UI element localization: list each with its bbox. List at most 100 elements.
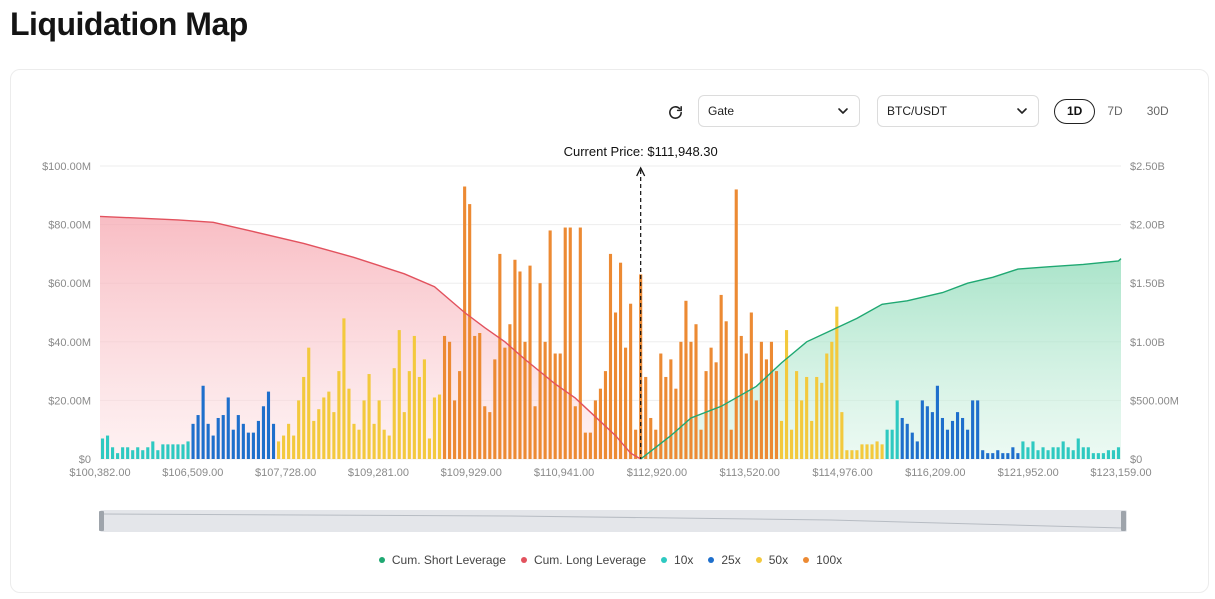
chart-bar [1026,447,1030,459]
chart-bar [307,347,311,459]
x-tick-label: $123,159.00 [1090,467,1151,479]
chart-bar [870,444,874,459]
chart-bar [427,438,431,459]
chart-bar [684,300,688,459]
x-tick-label: $106,509.00 [162,467,223,479]
chart-bar [186,441,190,459]
chart-bar [961,417,965,459]
refresh-icon [668,105,682,119]
chart-bar [166,444,170,459]
chart-bar [377,400,381,459]
chart-bar [593,400,597,459]
y-right-tick-label: $500.00M [1130,395,1179,407]
chart-bar [850,450,854,459]
chart-bar [453,400,457,459]
chart-bar [644,376,648,459]
chart-bar [996,450,1000,459]
range-slider-left-handle[interactable] [99,511,104,531]
chart-bar [463,186,467,459]
exchange-select[interactable]: Gate [698,95,860,127]
chart-bar [513,259,517,459]
legend-dot [708,557,715,563]
chart-bar [769,341,774,459]
cum-short-area [640,258,1121,459]
range-slider-track[interactable] [100,510,1127,532]
chart-bar [950,420,955,459]
chart-bar [865,444,869,459]
cum-long-line [99,215,642,460]
x-tick-label: $109,281.00 [348,467,409,479]
chart-bar [141,450,145,459]
chart-bar [116,453,120,459]
chart-bar [955,412,960,459]
chart-bar [1056,447,1060,459]
chart-bar [216,417,220,459]
chart-bar [508,324,512,459]
pair-select[interactable]: BTC/USDT [877,95,1039,127]
chart-bar [287,423,291,459]
legend-item-25x[interactable]: 25x [708,553,741,567]
chart-bar [976,400,980,459]
chart-bar [1106,450,1110,459]
legend-item-cum-long[interactable]: Cum. Long Leverage [520,553,646,567]
chart-bar [845,450,849,459]
timeframe-tabs: 1D 7D 30D [1054,98,1181,124]
legend-item-10x[interactable]: 10x [661,553,693,567]
y-right-tick-label: $2.00B [1130,220,1165,232]
chart-bar [1101,453,1105,459]
chart-bar [437,394,442,459]
chart-bar [412,335,416,459]
chart-bar [935,385,939,459]
chart-bar [121,447,125,459]
chart-bar [442,335,447,459]
chart-bar [105,435,110,459]
chart-bar [146,447,150,459]
tab-1d[interactable]: 1D [1054,98,1096,124]
tab-30d[interactable]: 30D [1146,104,1169,118]
chart-bar [271,423,276,459]
chart-bar [900,417,904,459]
chart-bar [634,429,638,459]
legend-dot [661,557,668,563]
chart-bar [533,406,537,459]
y-right-tick-label: $1.50B [1130,278,1165,290]
chart-bar [201,385,205,459]
legend-label: 50x [768,553,789,567]
chart-bar [221,415,225,459]
chart-bar [181,444,185,459]
y-right-tick-label: $2.50B [1130,161,1165,173]
legend-item-100x[interactable]: 100x [803,553,842,567]
y-left-tick-label: $100.00M [42,161,91,173]
refresh-button[interactable] [663,100,687,124]
chart-bar [1001,453,1005,459]
chart-bar [603,371,608,459]
chart-bar [352,423,356,459]
chart-bar [297,400,301,459]
chart-bar [266,391,271,459]
legend-item-50x[interactable]: 50x [755,553,789,567]
chart-bar [553,353,557,459]
liquidation-chart: $0 $20.00M $40.00M $60.00M $80.00M $100.00M $0… [42,144,1179,532]
range-slider-right-handle[interactable] [1121,511,1126,531]
chart-bar [885,429,889,459]
chart-bar [588,432,592,459]
chart-bar [327,391,331,459]
chart-bar [779,420,784,459]
legend-item-cum-short[interactable]: Cum. Short Leverage [378,553,506,567]
chart-bar [1006,453,1010,459]
chart-bar [689,341,693,459]
chart-bar [573,406,577,459]
chart-bar [261,406,266,459]
chart-bar [563,227,567,459]
chart-bar [498,253,502,459]
chart-bar [669,359,673,459]
legend-dot [803,557,810,563]
chart-bar [945,429,950,459]
chart-bar [1071,450,1075,459]
chart-bar [1096,453,1100,459]
chart-bar [100,438,105,459]
chart-bar [734,189,738,459]
chart-bar [795,371,799,459]
tab-7d[interactable]: 7D [1107,104,1123,118]
chart-bar [171,444,175,459]
